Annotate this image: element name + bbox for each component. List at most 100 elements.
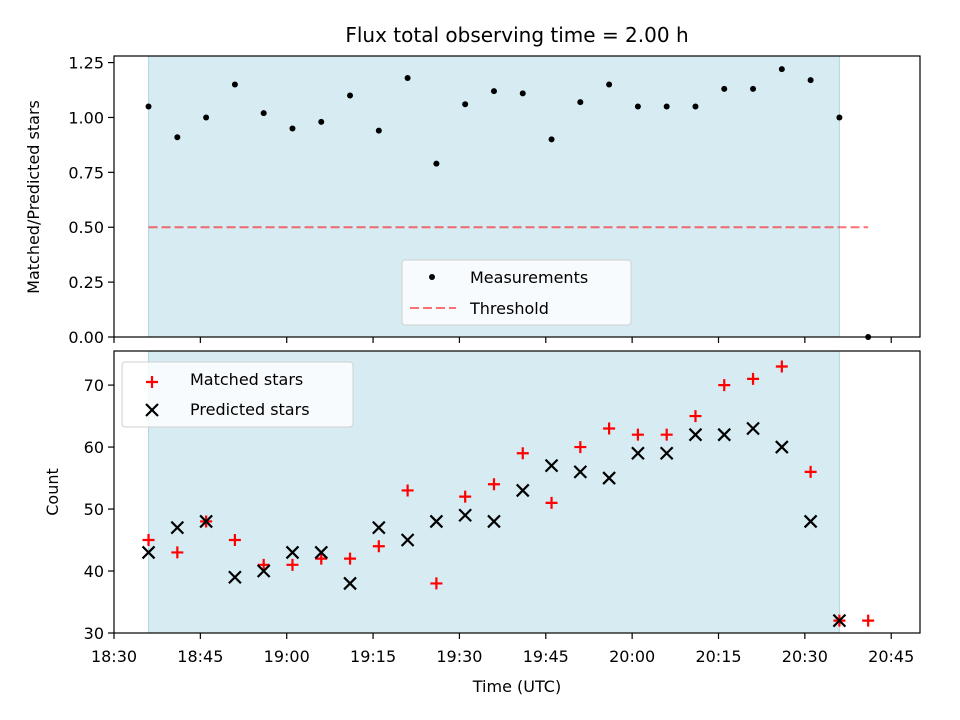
measurement-point [462, 101, 469, 108]
x-tick-label: 20:30 [782, 647, 828, 666]
measurement-point [634, 103, 641, 110]
matched-star-point [689, 410, 702, 423]
bottom-legend: Matched stars Predicted stars [121, 361, 354, 428]
measurement-point [231, 81, 238, 88]
matched-star-point [459, 490, 472, 503]
legend-matched-marker [146, 376, 158, 388]
x-tick-label: 18:45 [177, 647, 223, 666]
x-tick-label: 20:45 [868, 647, 914, 666]
bottom-y-axis: 30 40 50 60 70 [84, 376, 114, 643]
top-x-ticks [113, 337, 892, 343]
legend-matched-label: Matched stars [190, 370, 303, 389]
top-y-tick-label: 0.50 [68, 218, 104, 237]
legend-measurements-label: Measurements [470, 268, 588, 287]
bottom-panel: 30 40 50 60 70 18:30 18:45 19:00 19:15 19:30 19:4… [43, 350, 921, 696]
bottom-y-label: Count [43, 468, 62, 516]
matched-star-point [142, 534, 155, 547]
predicted-star-point [487, 514, 501, 529]
bottom-x-axis: 18:30 18:45 19:00 19:15 19:30 19:45 20:00 20:15… [91, 633, 914, 666]
top-y-tick-label: 0.75 [68, 163, 104, 182]
predicted-star-point [803, 514, 818, 529]
predicted-star-point [170, 520, 185, 535]
top-y-tick-label: 0.00 [68, 328, 104, 347]
predicted-star-point [515, 483, 530, 498]
matched-star-point [747, 372, 760, 385]
measurement-point [174, 134, 181, 141]
measurement-point [318, 118, 325, 125]
measurement-point [375, 127, 382, 134]
x-axis-label: Time (UTC) [472, 677, 561, 696]
predicted-star-point [429, 514, 444, 529]
predicted-star-point [746, 421, 760, 436]
measurement-point [519, 90, 526, 97]
measurement-point [692, 103, 699, 110]
matched-star-point [660, 428, 673, 441]
x-tick-label: 20:15 [695, 647, 741, 666]
matched-star-point [286, 558, 299, 571]
predicted-star-point [285, 545, 300, 560]
matched-star-point [862, 614, 875, 627]
matched-star-point [718, 379, 731, 392]
bottom-y-tick-label: 50 [84, 500, 104, 519]
top-y-tick-label: 1.25 [68, 54, 104, 73]
x-tick-label: 19:30 [436, 647, 482, 666]
matched-star-point [603, 422, 616, 435]
x-tick-label: 20:00 [609, 647, 655, 666]
predicted-star-point [199, 514, 213, 529]
predicted-star-point [717, 427, 732, 442]
matched-star-point [545, 496, 558, 509]
measurement-point [203, 114, 210, 121]
legend-threshold-label: Threshold [469, 299, 549, 318]
measurement-point [721, 85, 728, 92]
top-y-label: Matched/Predicted stars [24, 100, 43, 294]
top-panel: 0.00 0.25 0.50 0.75 1.00 1.25 Matched/Predict… [24, 54, 921, 347]
matched-star-point [775, 360, 788, 373]
top-axes-frame [113, 55, 921, 338]
measurement-points [145, 66, 872, 340]
measurement-point [836, 114, 843, 121]
bottom-y-tick-label: 40 [84, 562, 104, 581]
bottom-legend-box [121, 361, 354, 428]
predicted-star-point [688, 427, 703, 442]
bottom-axes-frame [113, 350, 921, 634]
top-legend: Measurements Threshold [401, 259, 632, 326]
matched-star-point [257, 558, 270, 571]
predicted-star-point [314, 545, 329, 560]
matched-star-point [228, 534, 241, 547]
legend-measurement-marker [429, 274, 435, 280]
matched-star-point [804, 465, 817, 478]
matched-star-point [171, 546, 184, 559]
matched-star-point [574, 441, 587, 454]
matched-star-point [631, 428, 644, 441]
top-legend-box [401, 259, 632, 326]
x-tick-label: 19:15 [350, 647, 396, 666]
top-y-tick-label: 1.00 [68, 108, 104, 127]
measurement-point [750, 85, 757, 92]
predicted-star-point [400, 533, 415, 547]
measurement-point [347, 92, 354, 99]
legend-predicted-label: Predicted stars [190, 400, 310, 419]
measurement-point [577, 99, 584, 106]
predicted-star-point [228, 570, 242, 584]
bottom-y-tick-label: 30 [84, 624, 104, 643]
chart-title: Flux total observing time = 2.00 h [345, 23, 688, 47]
measurement-point [663, 103, 670, 110]
matched-stars-points [142, 360, 875, 627]
matched-star-point [487, 478, 500, 491]
measurement-point [404, 74, 411, 81]
measurement-point [145, 103, 152, 110]
matched-star-point [430, 577, 443, 590]
predicted-star-point [602, 471, 616, 485]
predicted-star-point [544, 458, 559, 473]
top-y-tick-label: 0.25 [68, 273, 104, 292]
matched-star-point [401, 484, 414, 497]
predicted-star-point [343, 576, 357, 591]
predicted-star-point [141, 545, 156, 560]
matched-star-point [372, 540, 385, 553]
bottom-y-tick-label: 60 [84, 438, 104, 457]
predicted-star-point [573, 465, 588, 479]
measurement-point [490, 88, 497, 95]
predicted-star-point [458, 508, 472, 523]
measurement-point [807, 77, 814, 84]
x-tick-label: 19:45 [523, 647, 569, 666]
